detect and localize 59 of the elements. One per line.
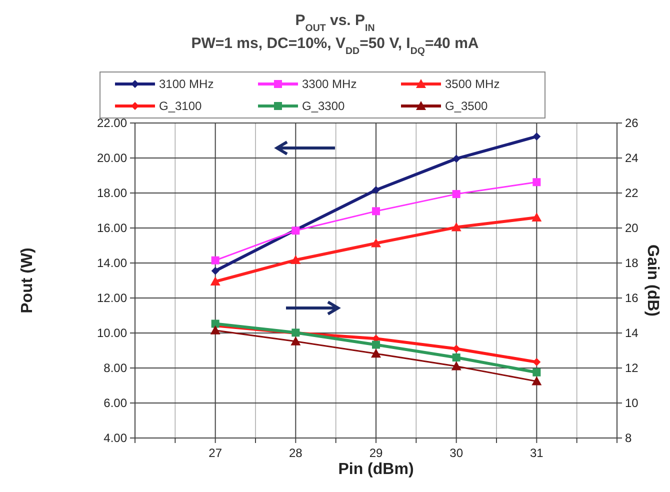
x-tick-label: 27 [208, 446, 222, 460]
point [290, 255, 301, 264]
point [532, 376, 542, 386]
y2-tick-label: 14 [625, 326, 639, 340]
x-tick-label: 28 [288, 446, 303, 460]
point [372, 207, 380, 216]
y2-tick-label: 16 [625, 291, 639, 305]
point [210, 325, 220, 334]
legend-label: G_3300 [302, 99, 346, 113]
y-tick-label: 6.00 [104, 396, 128, 410]
point [371, 238, 381, 248]
point [451, 222, 462, 232]
point [452, 154, 460, 163]
y2-tick-label: 12 [625, 361, 639, 375]
x-tick-label: 29 [369, 446, 383, 460]
point [532, 358, 541, 366]
y2-tick-label: 26 [625, 116, 639, 130]
y2-tick-label: 24 [625, 151, 639, 165]
y2-tick-label: 8 [625, 431, 632, 445]
y2-tick-label: 22 [625, 186, 639, 200]
y-tick-label: 18.00 [96, 186, 128, 200]
point [532, 132, 541, 140]
x-tick-label: 30 [450, 446, 464, 460]
point [211, 266, 220, 275]
y2-tick-label: 18 [625, 256, 639, 270]
y2-tick-label: 10 [625, 396, 639, 410]
x-axis-title: Pin (dBm) [338, 461, 414, 478]
y-tick-label: 14.00 [96, 256, 128, 270]
point [452, 190, 460, 198]
chart-subtitle: PW=1 ms, DC=10%, V$_{DD}$=50 V, I$_{DQ}$=40 mA [191, 35, 479, 56]
point [532, 368, 541, 376]
point [372, 186, 380, 194]
legend-label: 3300 MHz [302, 77, 357, 91]
y-tick-label: 16.00 [96, 221, 128, 235]
legend-label: G_3100 [159, 99, 202, 113]
y-tick-label: 22.00 [96, 116, 128, 130]
point [371, 348, 381, 358]
y-tick-label: 20.00 [96, 151, 128, 165]
point [372, 340, 380, 349]
y2-axis-title: Gain (dB) [644, 244, 661, 316]
y-tick-label: 4.00 [104, 431, 128, 445]
x-tick-label: 31 [530, 446, 544, 460]
y-axis-title: Pout (W) [19, 248, 36, 314]
point [452, 344, 460, 353]
point [210, 276, 220, 286]
point [532, 178, 541, 186]
y-tick-label: 8.00 [104, 361, 128, 375]
y-tick-label: 12.00 [96, 291, 128, 305]
legend-label: 3500 MHz [445, 77, 500, 91]
chart-title: P$_{OUT}$ vs. P$_{IN}$ [295, 12, 375, 34]
point [532, 212, 542, 222]
point [451, 361, 462, 370]
y2-tick-label: 20 [625, 221, 639, 235]
point [290, 336, 301, 346]
legend-label: 3100 MHz [159, 77, 214, 91]
point [452, 354, 460, 362]
point [211, 256, 220, 264]
legend-label: G_3500 [445, 99, 488, 113]
y-tick-label: 10.00 [96, 326, 128, 340]
